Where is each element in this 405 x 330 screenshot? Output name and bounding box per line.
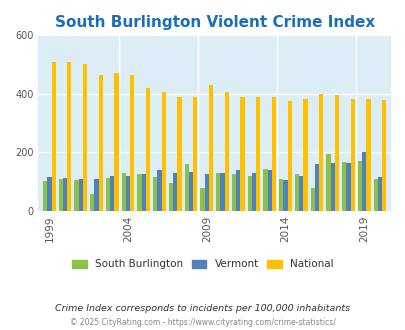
Bar: [283, 180, 287, 211]
Bar: [126, 177, 130, 211]
Bar: [161, 92, 166, 211]
Bar: [357, 161, 361, 211]
Bar: [43, 181, 47, 211]
Bar: [153, 177, 157, 211]
Bar: [200, 188, 204, 211]
Bar: [251, 173, 256, 211]
Bar: [287, 101, 291, 211]
Bar: [279, 179, 283, 211]
Bar: [63, 178, 67, 211]
Bar: [236, 170, 240, 211]
Bar: [83, 64, 87, 211]
Bar: [79, 179, 83, 211]
Bar: [177, 97, 181, 211]
Bar: [310, 188, 314, 211]
Bar: [373, 179, 377, 211]
Bar: [188, 172, 193, 211]
Bar: [51, 62, 55, 211]
Bar: [267, 170, 271, 211]
Bar: [74, 180, 79, 211]
Bar: [224, 92, 228, 211]
Bar: [141, 175, 146, 211]
Bar: [168, 183, 173, 211]
Bar: [318, 94, 323, 211]
Bar: [263, 169, 267, 211]
Bar: [220, 173, 224, 211]
Bar: [350, 99, 354, 211]
Bar: [330, 163, 334, 211]
Title: South Burlington Violent Crime Index: South Burlington Violent Crime Index: [54, 15, 374, 30]
Bar: [298, 176, 303, 211]
Bar: [184, 164, 188, 211]
Bar: [256, 97, 260, 211]
Bar: [173, 173, 177, 211]
Bar: [361, 152, 365, 211]
Bar: [215, 173, 220, 211]
Text: © 2025 CityRating.com - https://www.cityrating.com/crime-statistics/: © 2025 CityRating.com - https://www.city…: [70, 318, 335, 327]
Bar: [98, 75, 103, 211]
Bar: [303, 99, 307, 211]
Text: Crime Index corresponds to incidents per 100,000 inhabitants: Crime Index corresponds to incidents per…: [55, 304, 350, 313]
Bar: [345, 163, 350, 211]
Bar: [90, 194, 94, 211]
Bar: [94, 179, 98, 211]
Bar: [314, 164, 318, 211]
Bar: [341, 162, 345, 211]
Bar: [122, 173, 126, 211]
Bar: [247, 176, 251, 211]
Bar: [334, 95, 338, 211]
Bar: [365, 99, 370, 211]
Bar: [326, 154, 330, 211]
Bar: [146, 88, 150, 211]
Bar: [137, 174, 141, 211]
Bar: [231, 174, 236, 211]
Bar: [67, 62, 71, 211]
Bar: [209, 85, 213, 211]
Bar: [59, 179, 63, 211]
Bar: [381, 100, 386, 211]
Bar: [47, 177, 51, 211]
Bar: [294, 174, 298, 211]
Bar: [114, 73, 118, 211]
Bar: [130, 75, 134, 211]
Bar: [204, 174, 209, 211]
Bar: [377, 177, 381, 211]
Bar: [193, 97, 197, 211]
Bar: [240, 97, 244, 211]
Bar: [157, 170, 161, 211]
Bar: [271, 97, 275, 211]
Bar: [110, 176, 114, 211]
Legend: South Burlington, Vermont, National: South Burlington, Vermont, National: [68, 255, 337, 274]
Bar: [106, 178, 110, 211]
